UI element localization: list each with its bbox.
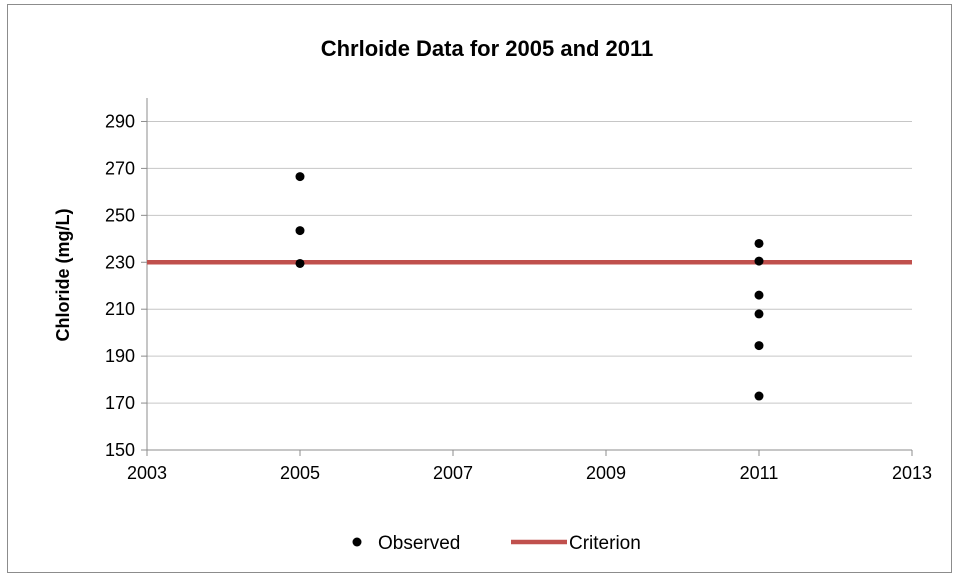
observed-point [754, 341, 764, 351]
y-tick-label: 210 [105, 299, 135, 319]
observed-point [295, 226, 305, 236]
observed-point [754, 290, 764, 300]
x-tick-label: 2011 [740, 463, 779, 483]
observed-point [754, 391, 764, 401]
legend: Observed Criterion [352, 533, 641, 554]
x-tick-label: 2005 [280, 463, 320, 483]
chart-title: Chrloide Data for 2005 and 2011 [321, 36, 654, 61]
y-tick-label: 190 [105, 346, 135, 366]
y-tick-label: 170 [105, 393, 135, 413]
series-layer [147, 172, 912, 401]
observed-point [754, 309, 764, 319]
grid-layer [147, 120, 912, 404]
y-tick-label: 250 [105, 205, 135, 225]
y-tick-label: 150 [105, 440, 135, 460]
y-tick-label: 270 [105, 158, 135, 178]
x-tick-label: 2013 [892, 463, 932, 483]
legend-criterion-label: Criterion [569, 533, 641, 554]
x-tick-label: 2009 [586, 463, 626, 483]
x-tick-label: 2003 [127, 463, 167, 483]
y-axis-label: Chloride (mg/L) [53, 209, 73, 342]
observed-point [295, 258, 305, 268]
observed-point [295, 172, 305, 182]
observed-point [754, 256, 764, 266]
chart-frame [7, 4, 952, 573]
observed-point [754, 238, 764, 248]
y-tick-label: 230 [105, 252, 135, 272]
x-tick-label: 2007 [433, 463, 473, 483]
axis-layer: 150 170 190 210 230 250 270 290 2003 2005 2007 2009… [105, 98, 932, 483]
legend-observed-marker [352, 537, 362, 547]
legend-observed-label: Observed [378, 533, 460, 554]
y-tick-label: 290 [105, 111, 135, 131]
